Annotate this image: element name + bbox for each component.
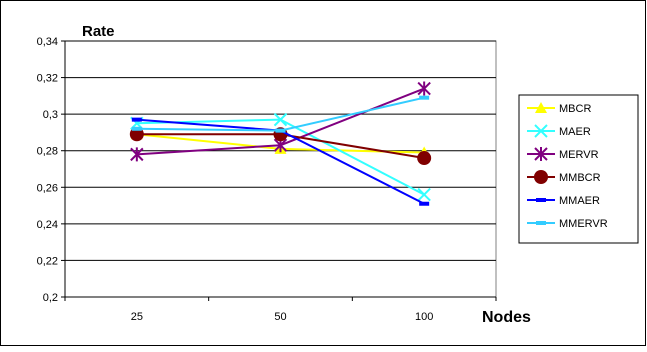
data-point — [417, 151, 432, 166]
x-axis-ticks: 25 50 100 — [64, 297, 497, 323]
legend-item: MMERVR — [527, 218, 608, 230]
series-layer — [129, 81, 432, 206]
legend-swatch-marker — [534, 124, 548, 138]
legend-item: MBCR — [527, 102, 591, 115]
legend-label: MERVR — [559, 149, 599, 161]
x-tick-label: 25 — [131, 311, 143, 323]
legend-label: MAER — [559, 126, 591, 138]
series-mervr — [130, 81, 431, 162]
legend-label: MMBCR — [559, 172, 601, 184]
legend-swatch-marker — [534, 170, 548, 184]
legend-item: MAER — [527, 124, 591, 138]
legend: MBCR MAER MERVR MMBCR MMAER MMERVR — [518, 94, 639, 244]
data-point — [131, 117, 142, 122]
legend-item: MMBCR — [527, 170, 601, 184]
legend-swatch-marker — [534, 147, 548, 161]
legend-label: MMERVR — [559, 218, 608, 230]
y-tick-label: 0,22 — [37, 255, 58, 267]
x-tick-label: 100 — [415, 311, 433, 323]
x-axis-title: Nodes — [482, 309, 531, 326]
legend-label: MBCR — [559, 103, 591, 115]
y-tick-label: 0,34 — [37, 36, 58, 48]
data-point — [275, 128, 286, 133]
data-point — [273, 112, 288, 127]
data-point — [131, 126, 142, 131]
data-point — [419, 95, 430, 100]
data-point — [130, 147, 144, 162]
data-point — [417, 187, 431, 202]
series-mmervr — [131, 95, 430, 133]
y-axis-ticks: 0,2 0,22 0,24 0,26 0,28 0,3 0,32 0,34 — [37, 36, 65, 304]
legend-item: MERVR — [527, 147, 599, 161]
y-tick-label: 0,28 — [37, 146, 58, 158]
data-point — [417, 81, 431, 96]
y-tick-label: 0,26 — [37, 182, 58, 194]
legend-swatch-marker — [536, 221, 546, 225]
y-tick-label: 0,24 — [37, 219, 58, 231]
legend-label: MMAER — [559, 195, 600, 207]
legend-item: MMAER — [527, 195, 600, 207]
data-point — [419, 201, 430, 206]
legend-box — [518, 94, 639, 244]
y-tick-label: 0,3 — [43, 109, 58, 121]
legend-swatch-marker — [535, 102, 547, 113]
legend-swatch-marker — [536, 198, 546, 202]
y-tick-label: 0,32 — [37, 73, 58, 85]
y-tick-label: 0,2 — [43, 292, 58, 304]
x-tick-label: 50 — [274, 311, 286, 323]
plot-area — [64, 40, 497, 298]
y-axis-title: Rate — [82, 23, 115, 40]
